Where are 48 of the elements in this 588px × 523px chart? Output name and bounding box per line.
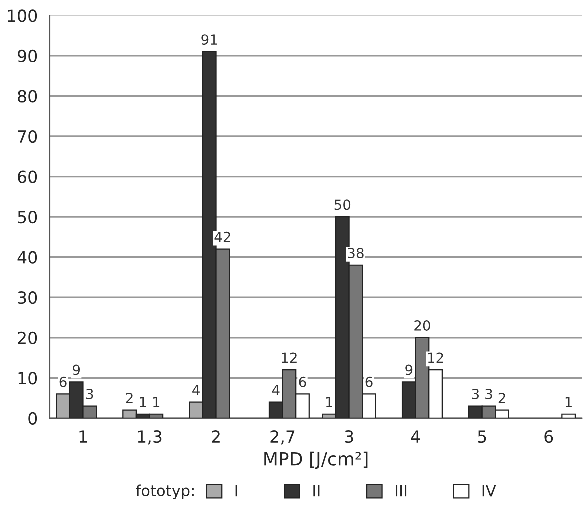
data-label: 1 [566, 397, 572, 408]
data-label: 4 [192, 385, 200, 396]
x-tick-label: 1,3 [138, 430, 162, 445]
legend-label: II [314, 485, 320, 497]
legend-title: fototyp: [136, 484, 194, 500]
y-tick-label: 20 [18, 332, 38, 344]
x-axis-title: MPD [J/cm²] [264, 452, 368, 470]
y-tick-label: 80 [18, 90, 38, 103]
data-label: 3 [486, 388, 492, 400]
x-tick-label: 4 [411, 430, 420, 443]
data-label: 12 [282, 352, 297, 364]
data-label: 12 [428, 352, 444, 364]
y-tick-label: 50 [18, 211, 38, 224]
data-label: 91 [202, 34, 218, 46]
data-label: 2 [498, 392, 506, 404]
y-tick-label: 40 [18, 251, 38, 264]
data-label: 6 [60, 376, 67, 388]
data-label: 3 [472, 388, 479, 400]
y-tick-label: 100 [8, 10, 38, 22]
data-label: 1 [140, 397, 146, 408]
data-label: 50 [334, 200, 351, 210]
x-tick-label: 5 [478, 430, 486, 444]
legend-label: III [396, 485, 407, 497]
y-tick-label: 70 [18, 130, 38, 144]
data-label: 38 [348, 248, 364, 259]
x-tick-label: 2,7 [270, 430, 295, 445]
x-tick-label: 2 [212, 430, 220, 443]
data-label: 1 [326, 397, 332, 408]
data-label: 9 [406, 364, 413, 376]
y-tick-label: 0 [28, 412, 38, 425]
data-label: 4 [272, 385, 280, 396]
data-label: 1 [154, 397, 160, 408]
x-tick-label: 3 [345, 430, 354, 444]
data-label: 6 [299, 376, 306, 388]
data-label: 3 [86, 388, 94, 400]
data-label: 2 [126, 392, 133, 404]
data-label: 42 [214, 232, 230, 242]
y-tick-label: 60 [18, 170, 38, 184]
y-tick-label: 90 [18, 50, 38, 63]
data-label: 9 [73, 364, 80, 376]
y-tick-label: 30 [18, 292, 38, 304]
x-tick-label: 6 [544, 430, 554, 444]
data-label: 6 [366, 376, 373, 388]
data-label: 20 [414, 320, 430, 331]
x-tick-label: 1 [80, 430, 87, 443]
legend-label: I [236, 485, 238, 497]
legend-label: IV [482, 485, 496, 497]
y-tick-label: 10 [18, 372, 38, 385]
